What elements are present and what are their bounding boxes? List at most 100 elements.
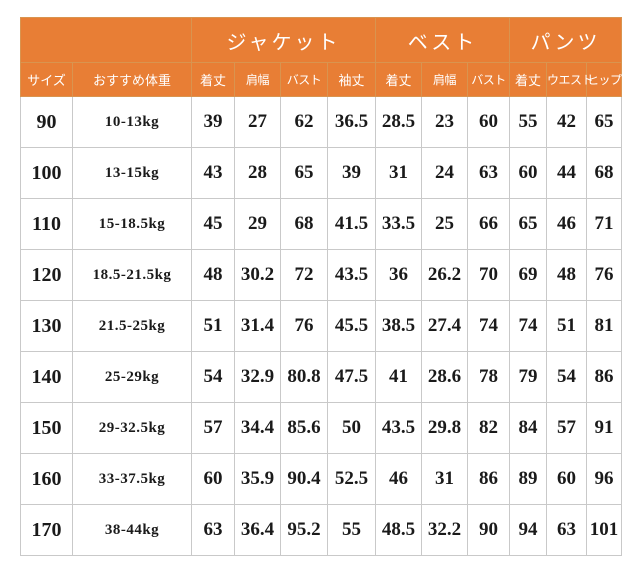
cell-jacket-length: 45 [191,198,235,250]
table-row: 160 33-37.5kg 60 35.9 90.4 52.5 46 31 86 89 60 96 [20,453,623,505]
cell-pants-length: 94 [509,504,547,556]
cell-size: 160 [20,453,73,505]
cell-vest-bust: 86 [467,453,510,505]
cell-jacket-length: 48 [191,249,235,301]
cell-weight: 25-29kg [72,351,192,403]
cell-size: 150 [20,402,73,454]
size-chart-table: ジャケット ベスト パンツ サイズ おすすめ体重 着丈 肩幅 バスト 袖丈 着丈… [20,17,623,556]
cell-vest-bust: 74 [467,300,510,352]
cell-jacket-shoulder: 27 [234,96,281,148]
cell-vest-length: 43.5 [375,402,422,454]
cell-jacket-length: 54 [191,351,235,403]
cell-pants-length: 74 [509,300,547,352]
cell-size: 110 [20,198,73,250]
cell-weight: 33-37.5kg [72,453,192,505]
cell-vest-shoulder: 28.6 [421,351,468,403]
cell-pants-hip: 91 [585,402,623,454]
cell-jacket-bust: 95.2 [280,504,328,556]
cell-pants-length: 79 [509,351,547,403]
cell-jacket-bust: 85.6 [280,402,328,454]
cell-jacket-bust: 68 [280,198,328,250]
column-header-vest-length: 着丈 [375,62,422,97]
column-header-size: サイズ [20,62,73,97]
cell-vest-shoulder: 24 [421,147,468,199]
cell-jacket-shoulder: 28 [234,147,281,199]
column-header-jacket-bust: バスト [280,62,328,97]
cell-jacket-shoulder: 29 [234,198,281,250]
cell-vest-bust: 78 [467,351,510,403]
cell-pants-length: 84 [509,402,547,454]
cell-jacket-bust: 80.8 [280,351,328,403]
cell-vest-bust: 66 [467,198,510,250]
cell-vest-length: 28.5 [375,96,422,148]
cell-jacket-sleeve: 41.5 [327,198,376,250]
group-header-blank [20,17,192,63]
cell-pants-waist: 46 [546,198,587,250]
table-body: 90 10-13kg 39 27 62 36.5 28.5 23 60 55 42 65 100 13-1… [20,96,623,556]
cell-jacket-shoulder: 35.9 [234,453,281,505]
cell-jacket-shoulder: 30.2 [234,249,281,301]
cell-jacket-length: 57 [191,402,235,454]
group-header-pants: パンツ [508,17,623,63]
cell-jacket-length: 60 [191,453,235,505]
table-row: 110 15-18.5kg 45 29 68 41.5 33.5 25 66 65 46 71 [20,198,623,250]
cell-vest-length: 46 [375,453,422,505]
cell-jacket-shoulder: 34.4 [234,402,281,454]
cell-vest-bust: 70 [467,249,510,301]
cell-jacket-shoulder: 31.4 [234,300,281,352]
cell-pants-hip: 86 [585,351,623,403]
cell-pants-hip: 68 [585,147,623,199]
table-row: 120 18.5-21.5kg 48 30.2 72 43.5 36 26.2 70 69 48 76 [20,249,623,301]
cell-size: 170 [20,504,73,556]
cell-weight: 38-44kg [72,504,192,556]
cell-pants-hip: 65 [585,96,623,148]
cell-weight: 29-32.5kg [72,402,192,454]
cell-size: 130 [20,300,73,352]
cell-vest-shoulder: 31 [421,453,468,505]
cell-vest-shoulder: 23 [421,96,468,148]
cell-vest-bust: 63 [467,147,510,199]
cell-pants-hip: 101 [585,504,623,556]
size-chart-container: ジャケット ベスト パンツ サイズ おすすめ体重 着丈 肩幅 バスト 袖丈 着丈… [20,17,623,556]
cell-vest-length: 33.5 [375,198,422,250]
cell-jacket-length: 51 [191,300,235,352]
column-header-pants-waist: ウエスト [546,62,594,97]
cell-jacket-sleeve: 47.5 [327,351,376,403]
cell-pants-hip: 71 [585,198,623,250]
cell-jacket-length: 43 [191,147,235,199]
cell-vest-bust: 82 [467,402,510,454]
cell-pants-waist: 57 [546,402,587,454]
cell-size: 90 [20,96,73,148]
group-header-vest: ベスト [375,17,510,63]
cell-vest-length: 36 [375,249,422,301]
column-header-jacket-shoulder: 肩幅 [234,62,281,97]
table-head: ジャケット ベスト パンツ サイズ おすすめ体重 着丈 肩幅 バスト 袖丈 着丈… [20,17,623,97]
cell-pants-hip: 96 [585,453,623,505]
cell-pants-waist: 42 [546,96,587,148]
table-row: 90 10-13kg 39 27 62 36.5 28.5 23 60 55 42 65 [20,96,623,148]
column-header-row: サイズ おすすめ体重 着丈 肩幅 バスト 袖丈 着丈 肩幅 バスト 着丈 ウエス… [20,62,623,97]
cell-pants-waist: 51 [546,300,587,352]
cell-vest-shoulder: 25 [421,198,468,250]
cell-jacket-bust: 62 [280,96,328,148]
cell-jacket-shoulder: 32.9 [234,351,281,403]
cell-pants-length: 69 [509,249,547,301]
cell-jacket-length: 39 [191,96,235,148]
column-header-pants-length: 着丈 [509,62,547,97]
cell-vest-bust: 60 [467,96,510,148]
cell-jacket-sleeve: 45.5 [327,300,376,352]
cell-vest-shoulder: 26.2 [421,249,468,301]
cell-vest-length: 41 [375,351,422,403]
cell-size: 140 [20,351,73,403]
column-header-jacket-sleeve: 袖丈 [327,62,376,97]
table-row: 100 13-15kg 43 28 65 39 31 24 63 60 44 68 [20,147,623,199]
cell-jacket-sleeve: 55 [327,504,376,556]
cell-jacket-length: 63 [191,504,235,556]
group-header-jacket: ジャケット [191,17,376,63]
column-header-weight: おすすめ体重 [72,62,192,97]
cell-jacket-bust: 90.4 [280,453,328,505]
cell-vest-length: 31 [375,147,422,199]
cell-pants-waist: 48 [546,249,587,301]
cell-vest-bust: 90 [467,504,510,556]
column-header-jacket-length: 着丈 [191,62,235,97]
